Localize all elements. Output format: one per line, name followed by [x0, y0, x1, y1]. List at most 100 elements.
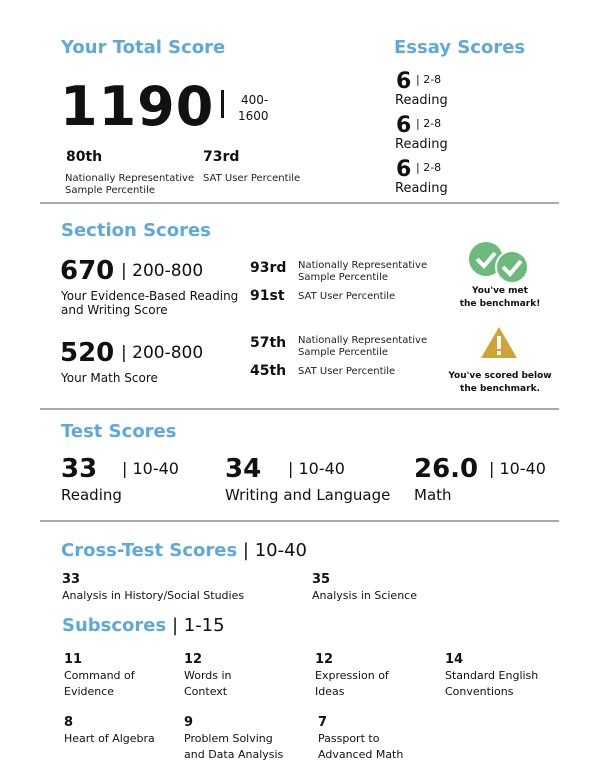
subscore-label: Standard English Conventions — [445, 668, 538, 700]
subscore-label: Heart of Algebra — [64, 731, 155, 747]
label-line: Standard English — [445, 669, 539, 682]
national-label: Nationally Representative Sample Percenti… — [298, 260, 427, 284]
total-range-bottom: 1600 — [238, 109, 269, 123]
essay-label: Reading — [395, 181, 448, 196]
test-label: Writing and Language — [225, 486, 391, 504]
sub-heading: Subscores | 1-15 — [62, 617, 225, 635]
label-line: the benchmark! — [459, 299, 541, 309]
total-range-top: 400- — [241, 93, 269, 107]
test-score: 26.0 — [414, 454, 479, 484]
label-line: Words in — [184, 669, 232, 682]
cross-heading: Cross-Test Scores | 10-40 — [61, 542, 307, 560]
label-line: You've scored below — [448, 371, 552, 381]
label-line: and Writing Score — [61, 303, 168, 317]
range-text: 2-8 — [423, 73, 442, 86]
label-line: Passport to — [318, 732, 380, 745]
double-check-icon — [469, 242, 529, 284]
cross-title: Cross-Test Scores — [61, 540, 238, 561]
national-percentile: 57th — [250, 335, 287, 351]
subscore: 8 — [64, 715, 74, 730]
section-range: | 200-800 — [121, 261, 204, 281]
sub-title: Subscores — [62, 615, 167, 636]
range-text: 2-8 — [423, 161, 442, 174]
test-heading: Test Scores — [61, 421, 177, 442]
test-range: | 10-40 — [122, 459, 179, 478]
label-line: Problem Solving — [184, 732, 273, 745]
essay-range: | 2-8 — [416, 117, 442, 130]
label-line: Command of — [64, 669, 135, 682]
section-label: Your Math Score — [61, 371, 158, 385]
subscore: 11 — [64, 652, 83, 667]
label-line: Conventions — [445, 685, 514, 698]
essay-score: 6 — [396, 69, 412, 94]
test-label: Math — [414, 486, 452, 504]
test-score: 33 — [61, 454, 98, 484]
label-line: Your Evidence-Based Reading — [61, 289, 239, 303]
subscore: 12 — [184, 652, 203, 667]
label-line: Context — [184, 685, 228, 698]
subscore: 12 — [315, 652, 334, 667]
essay-score: 6 — [396, 113, 412, 138]
cross-range: | 10-40 — [242, 540, 308, 561]
divider — [40, 408, 559, 410]
label-line: Nationally Representative — [65, 173, 195, 184]
sub-range: | 1-15 — [171, 615, 225, 636]
test-label: Reading — [61, 486, 122, 504]
section-range: | 200-800 — [121, 343, 204, 363]
label-line: Sample Percentile — [65, 185, 156, 196]
total-score-heading: Your Total Score — [61, 37, 226, 58]
user-percentile: 45th — [250, 363, 287, 379]
label-line: the benchmark. — [460, 384, 540, 394]
total-national-label: Nationally Representative Sample Percenti… — [65, 173, 194, 197]
label-line: Heart of Algebra — [64, 732, 155, 745]
total-score: 1190 — [60, 75, 215, 138]
divider — [40, 202, 559, 204]
subscore-label: Words in Context — [184, 668, 232, 700]
label-line: You've met — [472, 286, 528, 296]
subscore-label: Expression of Ideas — [315, 668, 389, 700]
divider — [221, 90, 224, 118]
user-percentile: 91st — [250, 288, 285, 304]
section-label: Your Evidence-Based Reading and Writing S… — [61, 289, 238, 317]
benchmark-text: You've met the benchmark! — [440, 285, 560, 311]
cross-score: 35 — [312, 572, 331, 587]
label-line: Nationally Representative — [298, 260, 428, 271]
user-label: SAT User Percentile — [298, 291, 396, 302]
total-user-label: SAT User Percentile — [203, 173, 301, 184]
label-line: and Data Analysis — [184, 748, 284, 761]
label-line: Evidence — [64, 685, 115, 698]
label-line: Nationally Representative — [298, 335, 428, 346]
essay-heading: Essay Scores — [394, 37, 526, 58]
national-label: Nationally Representative Sample Percenti… — [298, 335, 427, 359]
test-range: | 10-40 — [489, 459, 546, 478]
label-line: Advanced Math — [318, 748, 404, 761]
essay-label: Reading — [395, 137, 448, 152]
subscore-label: Problem Solving and Data Analysis — [184, 731, 283, 763]
total-national-percentile: 80th — [66, 149, 103, 165]
label-line: Sample Percentile — [298, 347, 389, 358]
label-line: Your Math Score — [61, 371, 158, 385]
subscore: 7 — [318, 715, 328, 730]
subscore: 9 — [184, 715, 194, 730]
warning-icon — [481, 327, 517, 358]
essay-score: 6 — [396, 157, 412, 182]
total-user-percentile: 73rd — [203, 149, 240, 165]
subscore-label: Passport to Advanced Math — [318, 731, 403, 763]
range-text: 2-8 — [423, 117, 442, 130]
section-score: 670 — [60, 256, 115, 286]
label-line: Expression of — [315, 669, 389, 682]
essay-range: | 2-8 — [416, 161, 442, 174]
divider — [40, 520, 559, 522]
label-line: Sample Percentile — [298, 272, 389, 283]
cross-score: 33 — [62, 572, 81, 587]
section-heading: Section Scores — [61, 220, 211, 241]
test-score: 34 — [225, 454, 262, 484]
national-percentile: 93rd — [250, 260, 287, 276]
section-score: 520 — [60, 338, 115, 368]
subscore: 14 — [445, 652, 464, 667]
subscore-label: Command of Evidence — [64, 668, 135, 700]
cross-label: Analysis in History/Social Studies — [62, 589, 245, 602]
essay-label: Reading — [395, 93, 448, 108]
essay-range: | 2-8 — [416, 73, 442, 86]
label-line: Ideas — [315, 685, 345, 698]
